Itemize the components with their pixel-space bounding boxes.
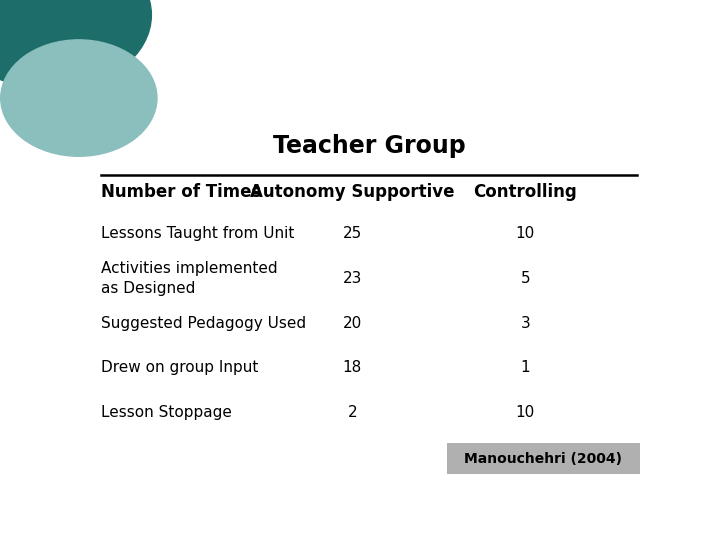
Text: 20: 20 (343, 315, 362, 330)
Text: Lessons Taught from Unit: Lessons Taught from Unit (101, 226, 294, 241)
Text: 5: 5 (521, 271, 530, 286)
Text: 18: 18 (343, 360, 362, 375)
Text: Activities implemented
as Designed: Activities implemented as Designed (101, 261, 278, 295)
Text: 1: 1 (521, 360, 530, 375)
Text: Number of Times: Number of Times (101, 183, 261, 201)
Text: 2: 2 (348, 406, 357, 420)
Text: Teacher Group: Teacher Group (273, 134, 465, 158)
Text: 25: 25 (343, 226, 362, 241)
Text: Drew on group Input: Drew on group Input (101, 360, 258, 375)
Text: Lesson Stoppage: Lesson Stoppage (101, 406, 232, 420)
Text: Controlling: Controlling (473, 183, 577, 201)
Text: 3: 3 (521, 315, 530, 330)
Circle shape (0, 0, 151, 90)
Text: 23: 23 (343, 271, 362, 286)
Text: Suggested Pedagogy Used: Suggested Pedagogy Used (101, 315, 306, 330)
Text: 10: 10 (516, 226, 535, 241)
Text: Manouchehri (2004): Manouchehri (2004) (464, 452, 622, 466)
Text: 10: 10 (516, 406, 535, 420)
Circle shape (1, 40, 157, 156)
FancyBboxPatch shape (447, 443, 639, 474)
Text: Autonomy Supportive: Autonomy Supportive (250, 183, 454, 201)
